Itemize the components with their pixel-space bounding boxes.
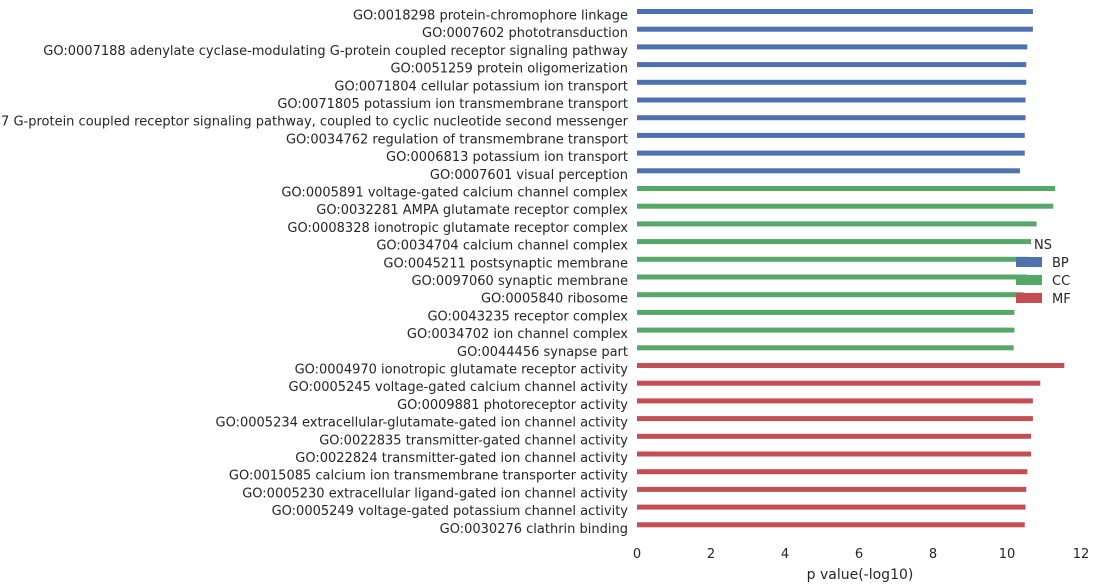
bar-mf <box>637 433 1032 439</box>
category-label: GO:0030276 clathrin binding <box>440 522 628 537</box>
category-label: GO:0034704 calcium channel complex <box>376 239 628 254</box>
category-label: GO:0005891 voltage-gated calcium channel… <box>281 186 628 201</box>
x-axis-title: p value(-log10) <box>807 567 914 583</box>
x-tick-label: 10 <box>999 547 1016 562</box>
category-label: GO:0045211 postsynaptic membrane <box>383 256 628 271</box>
category-label: GO:0008328 ionotropic glutamate receptor… <box>287 221 628 236</box>
bar-mf <box>637 416 1033 422</box>
bar-bp <box>637 44 1028 50</box>
legend-swatch-cc <box>1016 275 1042 285</box>
legend-label-mf: MF <box>1052 292 1071 307</box>
category-label: GO:0071804 cellular potassium ion transp… <box>334 79 628 94</box>
category-label: GO:0005234 extracellular-glutamate-gated… <box>216 416 629 431</box>
bar-bp <box>637 9 1033 14</box>
category-label: GO:0071805 potassium ion transmembrane t… <box>277 97 628 112</box>
bar-bp <box>637 150 1025 156</box>
bar-bp <box>637 115 1026 121</box>
category-label: GO:0004970 ionotropic glutamate receptor… <box>295 363 629 378</box>
legend-swatch-mf <box>1016 293 1042 303</box>
bar-cc <box>637 221 1037 227</box>
legend-label-bp: BP <box>1052 256 1069 271</box>
bar-mf <box>637 469 1028 475</box>
bar-cc <box>637 345 1014 351</box>
bar-mf <box>637 380 1041 386</box>
bar-mf <box>637 522 1025 528</box>
bar-cc <box>637 274 1028 280</box>
category-label: GO:0007188 adenylate cyclase-modulating … <box>43 44 628 59</box>
x-tick-label: 12 <box>1073 547 1090 562</box>
bar-mf <box>637 504 1026 510</box>
bar-bp <box>637 132 1025 138</box>
category-label: GO:0007187 G-protein coupled receptor si… <box>0 115 629 130</box>
bar-mf <box>637 398 1033 404</box>
category-label: GO:0007601 visual perception <box>430 168 628 183</box>
category-label: GO:0043235 receptor complex <box>427 309 628 324</box>
category-label: GO:0015085 calcium ion transmembrane tra… <box>229 469 628 484</box>
category-label: GO:0005245 voltage-gated calcium channel… <box>289 380 629 395</box>
bar-bp <box>637 26 1033 32</box>
x-tick-label: 6 <box>855 547 863 562</box>
x-tick-label: 4 <box>781 547 789 562</box>
legend-title: NS <box>1034 238 1052 253</box>
category-label: GO:0097060 synaptic membrane <box>411 274 628 289</box>
category-label: GO:0005840 ribosome <box>481 292 628 307</box>
bar-cc <box>637 327 1015 333</box>
bar-cc <box>637 239 1032 245</box>
bar-mf <box>637 451 1032 457</box>
legend-label-cc: CC <box>1052 274 1070 289</box>
bar-bp <box>637 97 1026 103</box>
bar-bp <box>637 168 1020 174</box>
category-label: GO:0018298 protein-chromophore linkage <box>353 9 628 24</box>
category-label: GO:0005249 voltage-gated potassium chann… <box>272 504 629 519</box>
bar-bp <box>637 62 1027 68</box>
bars <box>637 9 1065 528</box>
x-tick-label: 8 <box>929 547 937 562</box>
category-label: GO:0009881 photoreceptor activity <box>397 398 628 413</box>
bar-cc <box>637 203 1054 209</box>
x-tick-label: 2 <box>707 547 715 562</box>
bar-bp <box>637 79 1027 85</box>
category-labels: GO:0018298 protein-chromophore linkage GO… <box>0 9 629 537</box>
bar-cc <box>637 309 1015 315</box>
bar-cc <box>637 292 1024 298</box>
category-label: GO:0022835 transmitter-gated channel act… <box>319 433 628 448</box>
bar-mf <box>637 486 1027 492</box>
x-axis-ticks: 0 2 4 6 8 10 12 <box>633 547 1089 562</box>
category-label: GO:0022824 transmitter-gated ion channel… <box>295 451 628 466</box>
category-label: GO:0051259 protein oligomerization <box>390 62 628 77</box>
category-label: GO:0006813 potassium ion transport <box>386 150 628 165</box>
category-label: GO:0032281 AMPA glutamate receptor compl… <box>316 203 628 218</box>
bar-cc <box>637 256 1030 262</box>
category-label: GO:0034702 ion channel complex <box>407 327 628 342</box>
category-label: GO:0007602 phototransduction <box>422 26 628 41</box>
bar-cc <box>637 186 1056 191</box>
category-label: GO:0034762 regulation of transmembrane t… <box>286 132 628 147</box>
x-tick-label: 0 <box>633 547 641 562</box>
legend-swatch-bp <box>1016 257 1042 267</box>
bar-mf <box>637 363 1065 368</box>
category-label: GO:0044456 synapse part <box>457 345 628 360</box>
category-label: GO:0005230 extracellular ligand-gated io… <box>242 486 628 501</box>
legend: NS BP CC MF <box>1016 238 1071 307</box>
